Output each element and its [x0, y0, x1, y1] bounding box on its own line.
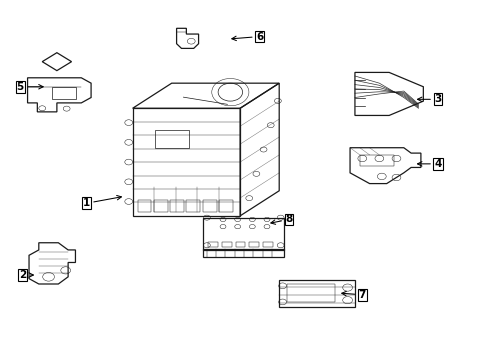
Bar	[222, 242, 232, 247]
Bar	[170, 200, 184, 212]
Bar	[208, 242, 218, 247]
Text: 8: 8	[271, 215, 293, 224]
Bar	[186, 200, 200, 212]
Bar	[154, 200, 168, 212]
Bar	[203, 200, 217, 212]
Text: 4: 4	[417, 159, 441, 169]
Bar	[155, 130, 189, 148]
Text: 3: 3	[417, 94, 441, 104]
Text: 1: 1	[83, 195, 122, 208]
Bar	[279, 280, 355, 307]
Bar	[203, 249, 284, 257]
Bar	[249, 242, 259, 247]
Bar	[138, 200, 151, 212]
Bar	[263, 242, 273, 247]
Bar	[287, 284, 335, 302]
Bar	[236, 242, 245, 247]
Text: 6: 6	[232, 32, 263, 41]
Text: 5: 5	[17, 82, 43, 92]
Bar	[360, 155, 394, 166]
Bar	[203, 218, 284, 250]
Bar	[219, 200, 233, 212]
Text: 2: 2	[19, 270, 33, 280]
Text: 7: 7	[342, 290, 366, 300]
Bar	[52, 87, 76, 99]
